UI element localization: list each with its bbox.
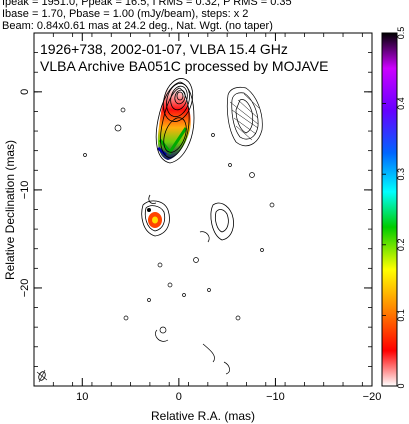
colorbar-tick-label: 0.3 — [396, 168, 406, 181]
beam-cross — [36, 369, 48, 383]
colorbar-ticks: 0 0.1 0.2 0.3 0.4 0.5 — [382, 27, 406, 389]
y-tick-label: −20 — [19, 279, 31, 298]
x-axis-label: Relative R.A. (mas) — [151, 409, 255, 423]
colorbar — [381, 32, 398, 387]
plot-title: 1926+738, 2002-01-07, VLBA 15.4 GHz — [40, 41, 288, 57]
plot-subtitle: VLBA Archive BA051C processed by MOJAVE — [40, 58, 328, 74]
noise-contours — [83, 107, 275, 375]
x-tick-label: −20 — [363, 391, 382, 403]
colorbar-tick-label: 0.1 — [396, 309, 406, 322]
inner-knot-fill — [147, 208, 162, 228]
header-line-2: Ibase = 1.70, Pbase = 1.00 (mJy/beam), s… — [2, 8, 249, 20]
y-axis-label: Relative Declination (mas) — [3, 140, 17, 280]
pol-knot-contours — [199, 202, 234, 243]
header-line-1: Ipeak = 1951.0, Ppeak = 16.5, I RMS = 0.… — [2, 0, 292, 8]
y-tick-label: 0 — [19, 89, 31, 95]
y-tick-label: −10 — [19, 181, 31, 200]
x-tick-label: −10 — [266, 391, 285, 403]
colorbar-tick-label: 0.2 — [396, 239, 406, 252]
colorbar-tick-label: 0 — [396, 383, 406, 388]
core-jet-contours — [155, 78, 195, 164]
colorbar-tick-label: 0.4 — [396, 97, 406, 110]
pol-jet — [226, 86, 263, 147]
inner-knot-contours — [141, 194, 170, 237]
image-layer — [36, 78, 275, 383]
plot-frame — [33, 32, 373, 387]
colorbar-tick-label: 0.5 — [396, 27, 406, 40]
x-tick-label: 0 — [176, 391, 182, 403]
header-line-3: Beam: 0.84x0.61 mas at 24.2 deg., Nat. W… — [2, 20, 273, 32]
x-tick-label: 10 — [76, 391, 88, 403]
axes: 10 0 −10 −20 0 −10 −20 — [19, 32, 382, 403]
